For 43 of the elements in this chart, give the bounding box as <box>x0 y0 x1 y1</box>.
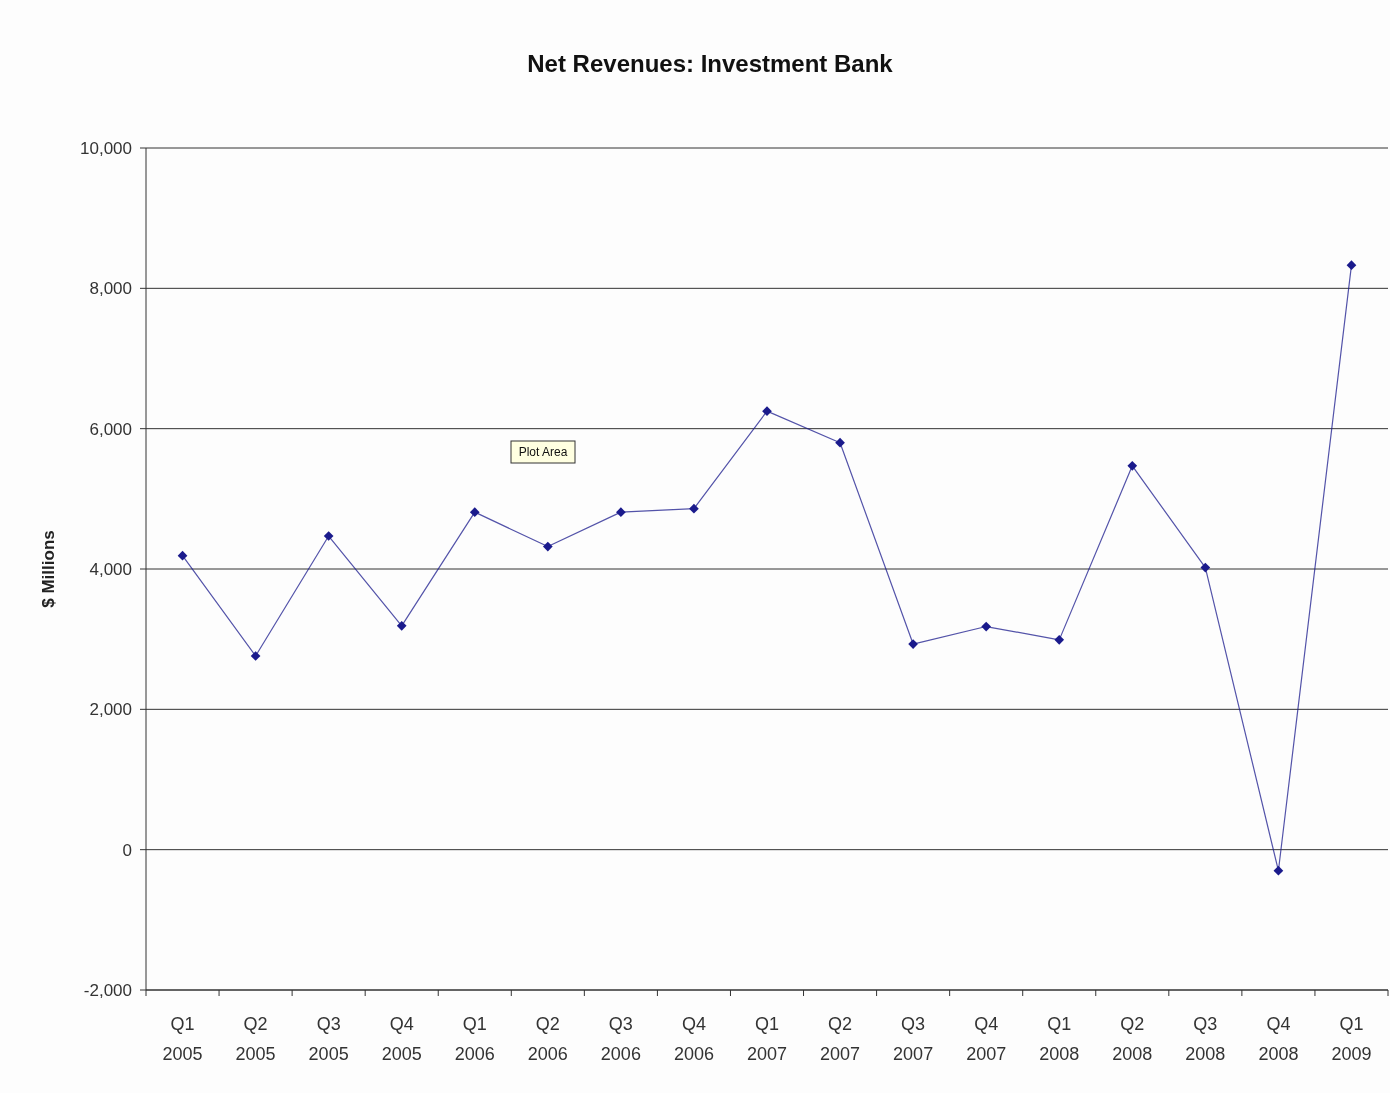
x-tick-label: Q3 2006 <box>600 1014 641 1064</box>
x-tick-label: Q2 2008 <box>1112 1014 1153 1064</box>
y-axis-title: $ Millions <box>39 530 58 608</box>
x-tick-label: Q1 2009 <box>1331 1014 1372 1064</box>
y-tick-label: 0 <box>122 840 132 860</box>
y-tick-label: -2,000 <box>83 980 132 1000</box>
y-tick-label: 2,000 <box>89 700 132 720</box>
x-tick-label: Q2 2005 <box>235 1014 276 1064</box>
point <box>1054 635 1065 645</box>
point <box>616 507 626 518</box>
point <box>1273 865 1284 876</box>
point <box>689 503 699 514</box>
x-tick-label: Q4 2005 <box>381 1014 422 1064</box>
x-tick-label: Q2 2006 <box>527 1014 568 1064</box>
point <box>177 550 188 561</box>
point <box>1127 461 1138 471</box>
x-tick-label: Q3 2008 <box>1185 1014 1226 1064</box>
x-tick-label: Q3 2005 <box>308 1014 349 1064</box>
point <box>835 437 845 448</box>
point <box>1346 260 1357 271</box>
point <box>1200 562 1211 573</box>
y-tick-label: 4,000 <box>89 559 132 579</box>
point <box>981 621 992 632</box>
x-tick-label: Q1 2007 <box>746 1014 788 1064</box>
point <box>469 507 480 518</box>
point <box>396 620 407 631</box>
point <box>908 639 918 649</box>
y-tick-label: 10,000 <box>80 138 132 158</box>
x-tick-label: Q1 2008 <box>1039 1014 1080 1064</box>
x-tick-label: Q1 2006 <box>454 1014 495 1064</box>
x-tick-label: Q4 2008 <box>1258 1014 1299 1064</box>
point <box>542 541 553 552</box>
x-tick-label: Q1 2005 <box>162 1014 203 1064</box>
chart-title: Net Revenues: Investment Bank <box>527 50 894 77</box>
point <box>323 531 334 541</box>
x-tick-label: Q4 2006 <box>673 1014 714 1064</box>
y-tick-label: 6,000 <box>89 419 132 439</box>
x-tick-label: Q4 2007 <box>966 1014 1007 1064</box>
point <box>250 651 261 661</box>
annotation: Plot Area <box>518 445 568 460</box>
y-tick-label: 8,000 <box>89 279 132 299</box>
x-tick-label: Q3 2007 <box>893 1014 934 1064</box>
x-tick-label: Q2 2007 <box>820 1014 861 1064</box>
